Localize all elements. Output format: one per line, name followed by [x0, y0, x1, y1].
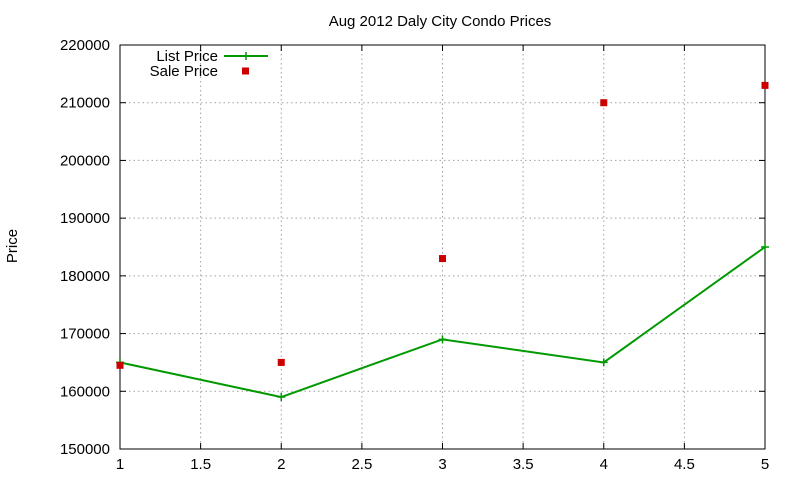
legend-label-sale-price: Sale Price [150, 63, 218, 80]
sale-price-point [277, 358, 285, 366]
y-tick-label: 210000 [60, 95, 110, 112]
sale-price-point [761, 81, 769, 89]
x-tick-label: 3.5 [513, 456, 534, 473]
list-price-point [599, 358, 608, 367]
list-price-point [438, 335, 447, 344]
chart-title: Aug 2012 Daly City Condo Prices [329, 13, 552, 30]
sale-price-point [439, 255, 446, 263]
sale-price-point [600, 99, 608, 107]
x-tick-label: 2 [277, 456, 285, 473]
sale-price-point [116, 361, 124, 369]
axis-ticks: 1 1.5 2 2.5 3 3.5 4 4.5 5 150000 160000 170000 18000… [60, 37, 769, 473]
legend-label-list-price: List Price [156, 48, 218, 65]
y-axis-label: Price [4, 229, 21, 263]
y-tick-label: 170000 [60, 326, 110, 343]
list-price-point [277, 393, 286, 402]
x-tick-label: 4 [600, 456, 608, 473]
series-layer [116, 81, 769, 402]
x-tick-label: 2.5 [351, 456, 372, 473]
y-tick-label: 190000 [60, 210, 110, 227]
y-tick-label: 200000 [60, 152, 110, 169]
x-tick-label: 1.5 [190, 456, 211, 473]
list-price-point [761, 243, 769, 251]
y-tick-label: 220000 [60, 37, 110, 54]
y-tick-label: 180000 [60, 268, 110, 285]
x-tick-label: 1 [116, 456, 124, 473]
legend-marker-sale-price [242, 67, 249, 75]
x-tick-label: 4.5 [674, 456, 695, 473]
legend-marker-list-price [242, 52, 250, 60]
y-tick-label: 160000 [60, 383, 110, 400]
grid [119, 44, 766, 450]
legend: List Price Sale Price [150, 48, 268, 80]
x-tick-label: 5 [761, 456, 769, 473]
y-tick-label: 150000 [60, 441, 110, 458]
x-tick-label: 3 [438, 456, 446, 473]
